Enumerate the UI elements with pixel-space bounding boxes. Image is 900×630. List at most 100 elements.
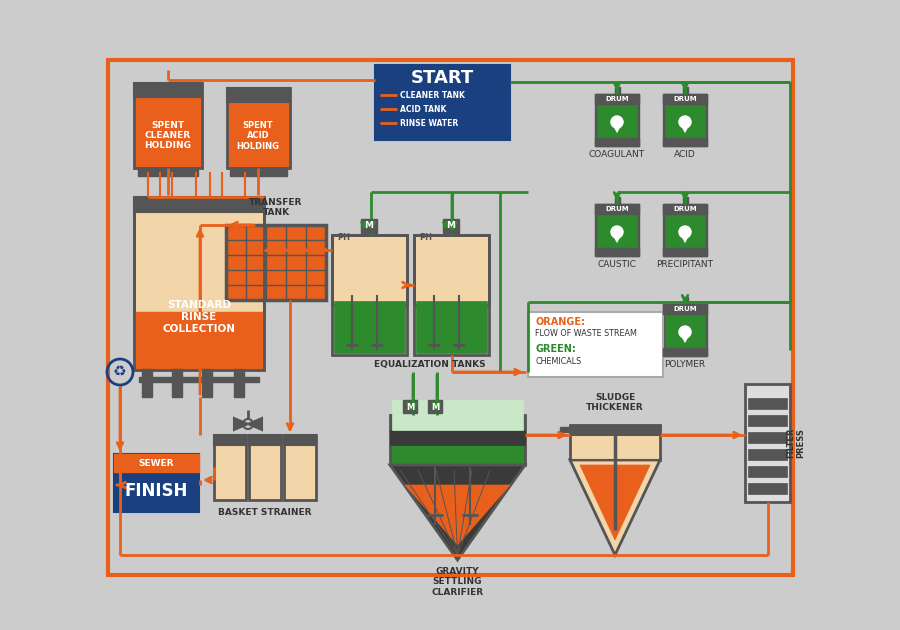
Bar — [748, 432, 787, 443]
Text: TRANSFER
TANK: TRANSFER TANK — [249, 198, 302, 217]
Bar — [663, 304, 707, 356]
Bar — [595, 94, 639, 104]
Bar — [108, 60, 793, 575]
Polygon shape — [580, 465, 650, 540]
Text: DRUM: DRUM — [605, 206, 629, 212]
Bar — [595, 248, 639, 256]
Bar — [663, 304, 707, 314]
Text: SEWER: SEWER — [139, 459, 175, 467]
Bar — [214, 435, 246, 445]
Bar — [134, 83, 202, 97]
Bar — [284, 435, 316, 445]
Bar — [663, 204, 707, 256]
Bar — [134, 197, 264, 370]
Bar — [134, 83, 202, 168]
Text: RINSE WATER: RINSE WATER — [400, 118, 458, 127]
Text: DRUM: DRUM — [673, 206, 697, 212]
Text: CAUSTIC: CAUSTIC — [598, 260, 636, 269]
Text: ORANGE:: ORANGE: — [535, 317, 585, 327]
Bar — [390, 415, 525, 465]
Bar — [114, 454, 199, 472]
Bar — [745, 384, 790, 502]
Bar — [597, 104, 637, 138]
Bar — [214, 435, 246, 500]
Bar — [375, 65, 510, 140]
Polygon shape — [612, 122, 622, 131]
Text: SPENT
ACID
HOLDING: SPENT ACID HOLDING — [237, 121, 280, 151]
Text: DRUM: DRUM — [673, 306, 697, 312]
Text: PRECIPITANT: PRECIPITANT — [656, 260, 714, 269]
Text: M: M — [406, 403, 414, 411]
Polygon shape — [248, 418, 262, 430]
Bar — [528, 312, 663, 377]
Bar — [682, 297, 688, 304]
Polygon shape — [680, 232, 690, 241]
Bar — [202, 369, 212, 397]
Bar — [390, 430, 525, 445]
Bar — [134, 197, 264, 212]
Text: COAGULANT: COAGULANT — [589, 150, 645, 159]
Bar — [392, 400, 523, 430]
Bar — [663, 138, 707, 146]
Bar — [172, 369, 182, 397]
Bar — [595, 94, 639, 146]
Circle shape — [679, 116, 691, 128]
Text: ACID: ACID — [674, 150, 696, 159]
Bar — [572, 436, 658, 458]
Text: EQUALIZATION TANKS: EQUALIZATION TANKS — [374, 360, 486, 370]
Text: PH: PH — [419, 234, 433, 243]
Bar — [414, 235, 489, 305]
Circle shape — [679, 226, 691, 238]
Polygon shape — [680, 332, 690, 341]
Bar — [615, 87, 619, 94]
Polygon shape — [234, 418, 248, 430]
Bar — [230, 168, 286, 176]
Bar — [748, 483, 787, 494]
Text: SLUDGE
THICKENER: SLUDGE THICKENER — [586, 392, 643, 412]
Bar — [332, 235, 407, 355]
Text: ACID TANK: ACID TANK — [400, 105, 446, 113]
Text: STANDARD
RINSE
COLLECTION: STANDARD RINSE COLLECTION — [163, 301, 236, 334]
Bar — [665, 214, 705, 248]
Text: CLEANER TANK: CLEANER TANK — [400, 91, 465, 100]
Bar — [134, 197, 264, 317]
Bar — [682, 197, 688, 204]
Bar — [361, 219, 377, 233]
Text: POLYMER: POLYMER — [664, 360, 706, 369]
Bar — [226, 225, 326, 300]
Bar — [663, 204, 707, 214]
Bar — [414, 235, 489, 355]
Circle shape — [611, 116, 623, 128]
Text: M: M — [364, 222, 373, 231]
Bar — [663, 94, 707, 104]
Bar — [428, 400, 442, 413]
Bar — [570, 425, 660, 435]
Text: CHEMICALS: CHEMICALS — [535, 357, 581, 365]
Text: GRAVITY
SETTLING
CLARIFIER: GRAVITY SETTLING CLARIFIER — [431, 567, 483, 597]
Polygon shape — [680, 122, 690, 131]
Bar — [615, 197, 619, 204]
Text: PH: PH — [338, 234, 350, 243]
Bar — [748, 415, 787, 426]
Bar — [560, 427, 570, 432]
Bar — [663, 94, 707, 146]
Bar — [332, 235, 407, 305]
Bar — [663, 248, 707, 256]
Text: FILTER
PRESS: FILTER PRESS — [787, 428, 806, 458]
Text: FINISH: FINISH — [125, 482, 188, 500]
Text: DRUM: DRUM — [673, 96, 697, 102]
Bar — [682, 87, 688, 94]
Bar — [226, 225, 326, 300]
Circle shape — [611, 226, 623, 238]
Text: DRUM: DRUM — [605, 96, 629, 102]
Bar — [334, 301, 405, 353]
Bar — [284, 435, 316, 500]
Text: M: M — [431, 403, 439, 411]
Bar — [227, 88, 290, 102]
Text: SPENT
CLEANER
HOLDING: SPENT CLEANER HOLDING — [145, 120, 192, 151]
Bar — [663, 348, 707, 356]
Bar — [403, 400, 417, 413]
Text: ♻: ♻ — [113, 365, 127, 379]
Bar — [665, 104, 705, 138]
Circle shape — [679, 326, 691, 338]
